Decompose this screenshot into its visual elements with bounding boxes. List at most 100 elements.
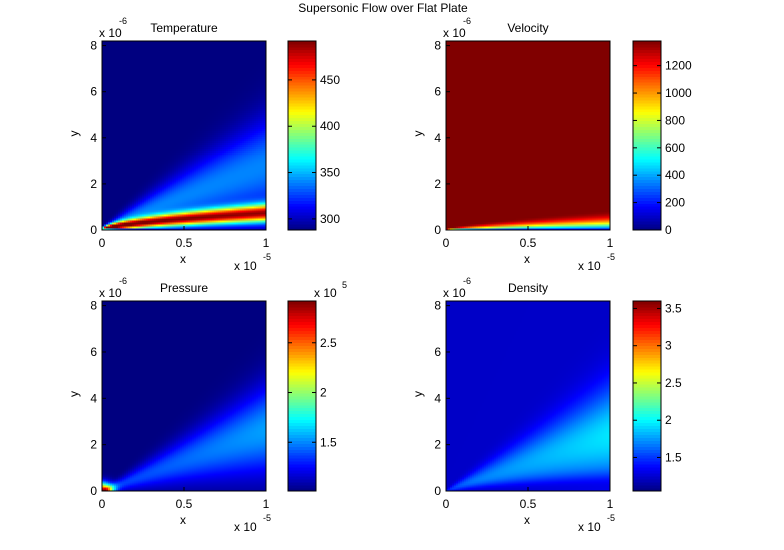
heatmap-cell (164, 218, 166, 220)
heatmap-cell (110, 194, 112, 196)
heatmap-cell (166, 129, 168, 131)
heatmap-cell (190, 107, 192, 109)
heatmap-cell (198, 152, 200, 154)
heatmap-cell (138, 87, 140, 89)
heatmap-cell (166, 224, 168, 226)
heatmap-cell (134, 152, 136, 154)
heatmap-cell (186, 63, 188, 65)
heatmap-cell (152, 164, 154, 166)
heatmap-cell (124, 180, 126, 182)
heatmap-cell (178, 210, 180, 212)
heatmap-cell (104, 214, 106, 216)
heatmap-cell (192, 111, 194, 113)
heatmap-cell (118, 65, 120, 67)
heatmap-cell (204, 208, 206, 210)
heatmap-cell (116, 154, 118, 156)
heatmap-cell (104, 178, 106, 180)
heatmap-cell (158, 190, 160, 192)
heatmap-cell (186, 196, 188, 198)
heatmap-cell (178, 53, 180, 55)
heatmap-cell (168, 160, 170, 162)
heatmap-cell (132, 69, 134, 71)
heatmap-cell (168, 186, 170, 188)
heatmap-cell (152, 178, 154, 180)
heatmap-cell (154, 69, 156, 71)
heatmap-cell (192, 79, 194, 81)
heatmap-cell (154, 87, 156, 89)
heatmap-cell (158, 79, 160, 81)
heatmap-cell (164, 222, 166, 224)
heatmap-cell (156, 79, 158, 81)
heatmap-cell (114, 77, 116, 79)
heatmap-cell (194, 101, 196, 103)
heatmap-cell (198, 196, 200, 198)
heatmap-cell (112, 150, 114, 152)
heatmap-cell (148, 176, 150, 178)
heatmap-cell (202, 77, 204, 79)
heatmap-cell (140, 103, 142, 105)
heatmap-cell (204, 200, 206, 202)
heatmap-cell (190, 73, 192, 75)
heatmap-cell (194, 222, 196, 224)
heatmap-cell (166, 148, 168, 150)
heatmap-cell (108, 164, 110, 166)
heatmap-cell (138, 113, 140, 115)
heatmap-cell (164, 103, 166, 105)
heatmap-cell (106, 176, 108, 178)
heatmap-cell (196, 75, 198, 77)
heatmap-cell (182, 49, 184, 51)
heatmap-cell (104, 170, 106, 172)
heatmap-cell (122, 180, 124, 182)
heatmap-cell (172, 188, 174, 190)
heatmap-cell (156, 97, 158, 99)
heatmap-cell (148, 178, 150, 180)
heatmap-cell (190, 117, 192, 119)
heatmap-cell (108, 226, 110, 228)
heatmap-cell (118, 71, 120, 73)
heatmap-cell (156, 111, 158, 113)
heatmap-cell (156, 226, 158, 228)
heatmap-cell (178, 196, 180, 198)
heatmap-cell (174, 113, 176, 115)
heatmap-cell (104, 190, 106, 192)
heatmap-cell (128, 53, 130, 55)
heatmap-cell (186, 166, 188, 168)
heatmap-cell (146, 194, 148, 196)
heatmap-cell (154, 105, 156, 107)
heatmap-cell (112, 198, 114, 200)
heatmap-cell (138, 49, 140, 51)
heatmap-cell (190, 79, 192, 81)
heatmap-cell (106, 220, 108, 222)
heatmap-cell (124, 97, 126, 99)
heatmap-cell (178, 226, 180, 228)
heatmap-cell (114, 125, 116, 127)
heatmap-cell (108, 202, 110, 204)
heatmap-cell (126, 115, 128, 117)
heatmap-cell (200, 160, 202, 162)
heatmap-cell (160, 47, 162, 49)
heatmap-cell (116, 69, 118, 71)
heatmap-cell (196, 47, 198, 49)
heatmap-cell (202, 200, 204, 202)
heatmap-cell (182, 216, 184, 218)
heatmap-cell (164, 131, 166, 133)
heatmap-cell (170, 196, 172, 198)
heatmap-cell (112, 182, 114, 184)
heatmap-cell (122, 57, 124, 59)
heatmap-cell (194, 170, 196, 172)
heatmap-cell (146, 69, 148, 71)
heatmap-cell (140, 182, 142, 184)
heatmap-cell (132, 160, 134, 162)
heatmap-cell (154, 91, 156, 93)
heatmap-cell (128, 152, 130, 154)
heatmap-cell (164, 180, 166, 182)
heatmap-cell (110, 158, 112, 160)
heatmap-cell (172, 111, 174, 113)
heatmap-cell (182, 69, 184, 71)
heatmap-cell (114, 59, 116, 61)
heatmap-cell (134, 79, 136, 81)
heatmap-cell (158, 170, 160, 172)
heatmap-cell (132, 172, 134, 174)
heatmap-cell (140, 111, 142, 113)
heatmap-cell (106, 107, 108, 109)
